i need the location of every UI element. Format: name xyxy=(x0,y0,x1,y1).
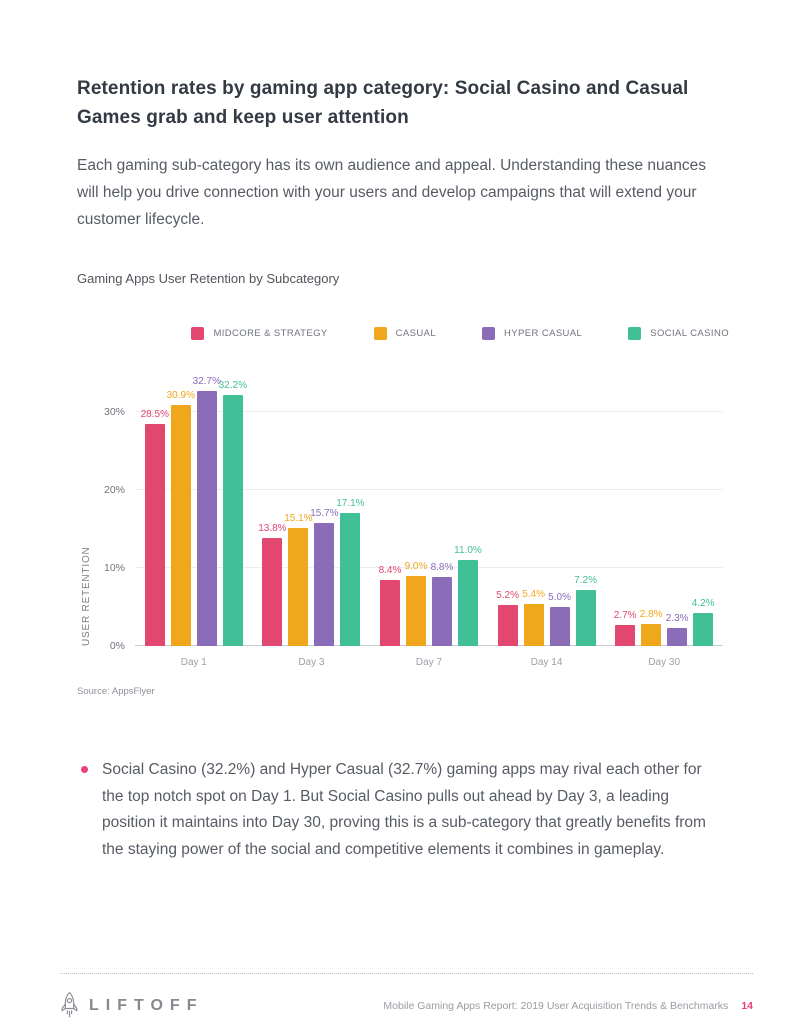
bar: 32.2% xyxy=(219,380,247,646)
retention-chart: Gaming Apps User Retention by Subcategor… xyxy=(77,270,729,697)
x-axis-category-label: Day 1 xyxy=(180,656,207,668)
bar-group: 5.2% 5.4% 5.0% 7.2% Day 14 xyxy=(496,575,597,668)
footer-right: Mobile Gaming Apps Report: 2019 User Acq… xyxy=(383,1000,753,1012)
x-axis-category-label: Day 14 xyxy=(530,656,563,668)
bar: 2.3% xyxy=(666,613,689,646)
page-content: Retention rates by gaming app category: … xyxy=(77,78,729,864)
gridline xyxy=(135,410,723,412)
legend-swatch-icon xyxy=(482,326,496,340)
bar-value-label: 32.2% xyxy=(218,379,247,391)
x-axis-category-label: Day 7 xyxy=(415,656,443,668)
bar: 15.7% xyxy=(310,508,339,646)
bar-value-label: 15.7% xyxy=(310,508,339,520)
bar-value-label: 7.2% xyxy=(574,574,597,586)
bar: 2.8% xyxy=(640,609,663,646)
legend-swatch-icon xyxy=(191,326,205,340)
bar: 4.2% xyxy=(692,598,715,646)
y-axis-title: USER RETENTION xyxy=(81,546,92,646)
bar-value-label: 4.2% xyxy=(691,598,715,610)
gridline xyxy=(135,566,723,568)
legend-label: HYPER CASUAL xyxy=(504,327,583,339)
gridline xyxy=(135,488,723,490)
legend-swatch-icon xyxy=(628,326,642,340)
bar: 9.0% xyxy=(405,561,427,646)
bar-group: 13.8% 15.1% 15.7% 17.1% Day 3 xyxy=(258,498,365,668)
insight-bullet: Social Casino (32.2%) and Hyper Casual (… xyxy=(77,757,723,864)
bar: 11.0% xyxy=(454,545,482,646)
bar-value-label: 5.4% xyxy=(522,588,545,600)
bar-value-label: 30.9% xyxy=(166,389,195,401)
y-tick-label: 0% xyxy=(109,639,125,652)
y-tick-label: 20% xyxy=(103,483,125,496)
x-axis-category-label: Day 30 xyxy=(648,656,681,668)
bar-value-label: 13.8% xyxy=(258,523,287,535)
bar-groups: 28.5% 30.9% 32.7% 32.2% Day 1 13.8% 15.1% 15.7%… xyxy=(135,376,723,668)
bar-value-label: 8.8% xyxy=(430,562,454,574)
bar-value-label: 2.3% xyxy=(665,612,689,624)
bar-group: 8.4% 9.0% 8.8% 11.0% Day 7 xyxy=(379,545,482,668)
x-axis-line xyxy=(135,644,723,646)
bar: 15.1% xyxy=(284,513,313,646)
report-title: Mobile Gaming Apps Report: 2019 User Acq… xyxy=(383,999,729,1012)
bar-value-label: 32.7% xyxy=(192,375,221,387)
source-note: Source: AppsFlyer xyxy=(77,685,155,697)
bar: 32.7% xyxy=(193,376,221,646)
bar-value-label: 5.2% xyxy=(496,590,519,602)
bar-value-label: 5.0% xyxy=(548,591,571,603)
legend-item: HYPER CASUAL xyxy=(482,326,583,340)
bar: 8.4% xyxy=(379,565,401,646)
bar-value-label: 8.4% xyxy=(378,565,402,577)
bar-value-label: 2.8% xyxy=(639,609,663,621)
bullet-dot-icon xyxy=(81,765,88,773)
legend-swatch-icon xyxy=(373,326,387,340)
bar: 28.5% xyxy=(141,409,169,646)
page-number: 14 xyxy=(741,999,753,1012)
bar: 5.0% xyxy=(548,592,571,646)
brand-name: LIFTOFF xyxy=(89,996,204,1014)
chart-title: Gaming Apps User Retention by Subcategor… xyxy=(77,270,340,286)
y-tick-label: 10% xyxy=(103,561,125,574)
y-tick-label: 30% xyxy=(103,405,125,418)
x-axis-category-label: Day 3 xyxy=(298,656,325,668)
bar: 5.2% xyxy=(496,590,519,646)
bar: 30.9% xyxy=(167,390,195,646)
bar-value-label: 2.7% xyxy=(613,609,637,621)
bar: 13.8% xyxy=(258,523,287,646)
rocket-icon xyxy=(60,991,79,1020)
page-footer: LIFTOFF Mobile Gaming Apps Report: 2019 … xyxy=(60,973,753,1020)
legend-label: SOCIAL CASINO xyxy=(650,327,729,339)
bar: 8.8% xyxy=(431,562,453,646)
liftoff-logo: LIFTOFF xyxy=(60,991,203,1020)
legend-label: CASUAL xyxy=(395,327,437,339)
bar: 2.7% xyxy=(614,610,637,646)
legend-label: MIDCORE & STRATEGY xyxy=(213,327,328,339)
bar-group: 2.7% 2.8% 2.3% 4.2% Day 30 xyxy=(614,598,715,668)
bar: 17.1% xyxy=(336,498,365,646)
bar-value-label: 17.1% xyxy=(336,497,365,509)
bar: 5.4% xyxy=(522,589,545,646)
chart-plot: 0% 10% 20% 30% 28.5% 30.9% 32.7% 32.2% Day 1 13.… xyxy=(104,376,723,668)
page-title: Retention rates by gaming app category: … xyxy=(77,78,689,128)
intro-paragraph: Each gaming sub-category has its own aud… xyxy=(77,157,707,228)
bar-group: 28.5% 30.9% 32.7% 32.2% Day 1 xyxy=(141,376,247,668)
legend-item: SOCIAL CASINO xyxy=(628,326,729,340)
bar: 7.2% xyxy=(574,575,597,646)
chart-legend: MIDCORE & STRATEGY CASUAL HYPER CASUAL SOCI… xyxy=(77,326,729,340)
bar-value-label: 11.0% xyxy=(454,545,482,557)
bar-value-label: 28.5% xyxy=(140,408,169,420)
legend-item: CASUAL xyxy=(373,326,437,340)
bar-value-label: 15.1% xyxy=(284,513,313,525)
insight-text: Social Casino (32.2%) and Hyper Casual (… xyxy=(102,760,706,858)
legend-item: MIDCORE & STRATEGY xyxy=(191,326,328,340)
chart-area: USER RETENTION 0% 10% 20% 30% 28.5% 30.9% 32.… xyxy=(77,376,723,668)
bar-value-label: 9.0% xyxy=(404,560,428,572)
